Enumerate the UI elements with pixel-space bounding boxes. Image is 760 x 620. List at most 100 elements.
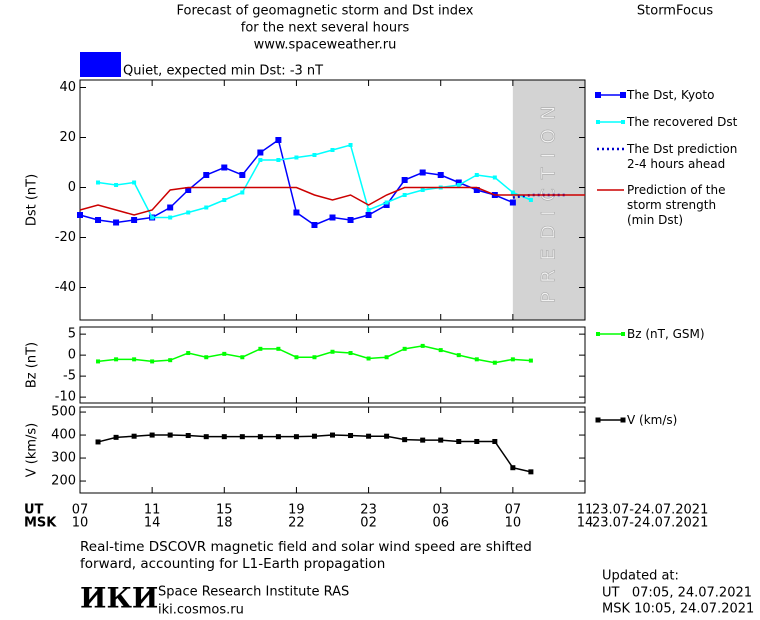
x-tick-label-msk: 14 — [577, 516, 594, 531]
marker — [168, 358, 173, 363]
legend-label: Prediction of the storm strength (min Ds… — [627, 183, 726, 227]
marker — [222, 198, 227, 202]
x-tick-label-msk: 22 — [288, 516, 305, 531]
marker — [420, 437, 426, 443]
y-tick-label: -20 — [55, 230, 76, 245]
x-tick-label-msk: 10 — [72, 516, 89, 531]
x-tick-label: 19 — [288, 503, 305, 518]
institute: Space Research Institute RAS — [158, 585, 349, 600]
marker — [113, 219, 120, 226]
footer-note: Real-time DSCOVR magnetic field and sola… — [80, 539, 532, 572]
marker — [348, 143, 353, 147]
legend-marker — [621, 120, 625, 124]
x-tick-label: 15 — [216, 503, 233, 518]
marker — [293, 434, 299, 440]
marker — [239, 434, 245, 440]
x-label-msk: MSK — [24, 516, 57, 531]
marker — [275, 137, 282, 143]
marker — [492, 438, 498, 444]
marker — [347, 217, 354, 223]
status-label: Quiet, expected min Dst: -3 nT — [123, 64, 323, 79]
marker — [456, 183, 461, 187]
marker — [276, 158, 281, 162]
y-tick-label: 500 — [51, 405, 76, 420]
x-label-ut: UT — [24, 503, 44, 518]
marker — [95, 217, 102, 223]
y-tick-label: 0 — [68, 180, 76, 195]
marker — [294, 155, 299, 160]
legend-marker — [596, 120, 600, 124]
logo: ИКИ — [80, 582, 158, 615]
x-tick-label: 07 — [505, 503, 522, 518]
legend-marker — [596, 332, 600, 336]
date-range: 23.07-24.07.2021 — [592, 516, 708, 531]
legend-marker — [595, 92, 601, 98]
marker — [510, 357, 515, 362]
marker — [150, 359, 155, 364]
prediction-region — [512, 80, 585, 320]
site: iki.cosmos.ru — [158, 603, 244, 618]
legend-marker — [620, 417, 626, 423]
y-axis-label: Bz (nT) — [25, 342, 40, 388]
subtitle: for the next several hours — [241, 21, 410, 36]
panel-frame — [79, 79, 586, 321]
marker — [402, 193, 407, 197]
marker — [365, 212, 372, 218]
marker — [474, 357, 479, 362]
marker — [330, 349, 335, 354]
marker — [203, 434, 209, 440]
marker — [167, 204, 174, 211]
x-tick-label-msk: 14 — [144, 516, 161, 531]
marker — [167, 432, 173, 438]
marker — [329, 214, 336, 221]
y-tick-label: -10 — [55, 390, 76, 405]
series-line — [97, 345, 531, 364]
marker — [366, 433, 372, 439]
marker — [311, 222, 318, 228]
marker — [402, 346, 407, 351]
marker — [114, 357, 119, 362]
legend-marker — [595, 417, 601, 423]
x-tick-label: 11 — [144, 503, 161, 518]
y-tick-label: 40 — [59, 80, 76, 95]
x-tick-label-msk: 10 — [505, 516, 522, 531]
updated: Updated at: — [602, 569, 679, 584]
y-tick-label: 200 — [51, 474, 76, 489]
marker — [203, 172, 210, 178]
marker — [185, 187, 192, 193]
marker — [186, 210, 191, 215]
x-tick-label: 07 — [72, 503, 89, 518]
marker — [257, 149, 264, 156]
x-tick-label-msk: 18 — [216, 516, 233, 531]
y-tick-label: 20 — [59, 130, 76, 145]
marker — [330, 148, 335, 152]
y-tick-label: -5 — [63, 369, 76, 384]
series-line — [97, 434, 532, 473]
marker — [492, 360, 497, 365]
marker — [77, 212, 83, 218]
marker — [275, 434, 281, 440]
marker — [293, 209, 300, 216]
x-tick-label: 03 — [432, 503, 449, 518]
prediction-label: PREDICTION — [537, 97, 559, 304]
legend-label: The Dst, Kyoto — [627, 88, 715, 102]
marker — [366, 208, 371, 212]
x-tick-label: 23 — [360, 503, 377, 518]
marker — [474, 173, 479, 177]
marker — [348, 351, 353, 356]
marker — [383, 202, 390, 208]
marker — [384, 355, 389, 360]
marker — [456, 438, 462, 444]
legend-marker — [621, 332, 625, 336]
marker — [528, 198, 533, 202]
marker — [114, 183, 119, 187]
marker — [186, 351, 191, 356]
marker — [420, 343, 425, 348]
legend-label: The recovered Dst — [627, 115, 738, 129]
marker — [113, 434, 119, 440]
marker — [294, 355, 299, 360]
y-tick-label: 300 — [51, 451, 76, 466]
x-tick-label: 11 — [577, 503, 594, 518]
